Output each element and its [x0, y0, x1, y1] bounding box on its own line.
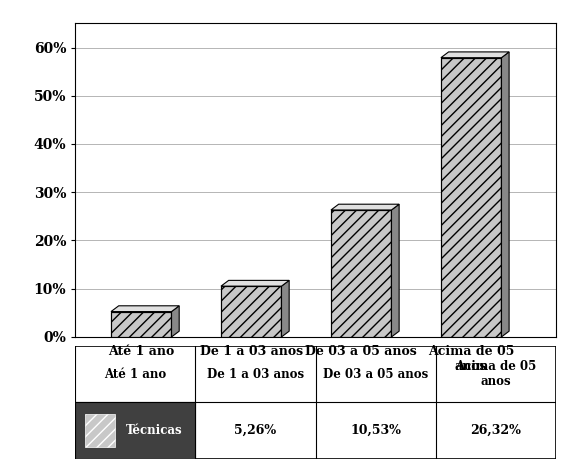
Polygon shape: [441, 52, 509, 58]
Bar: [75, 402, 196, 459]
Text: De 1 a 03 anos: De 1 a 03 anos: [207, 368, 304, 381]
Text: 26,32%: 26,32%: [470, 424, 521, 437]
Text: Técnicas: Técnicas: [126, 424, 182, 437]
Polygon shape: [221, 280, 289, 286]
Polygon shape: [331, 204, 399, 210]
Polygon shape: [501, 52, 509, 337]
FancyBboxPatch shape: [111, 312, 171, 337]
Text: De 03 a 05 anos: De 03 a 05 anos: [323, 368, 428, 381]
FancyBboxPatch shape: [331, 210, 391, 337]
Text: 5,26%: 5,26%: [234, 424, 277, 437]
FancyBboxPatch shape: [441, 58, 501, 337]
Polygon shape: [111, 306, 179, 312]
FancyBboxPatch shape: [221, 286, 281, 337]
Polygon shape: [281, 280, 289, 337]
Text: Até 1 ano: Até 1 ano: [104, 368, 167, 381]
Text: Acima de 05
anos: Acima de 05 anos: [455, 360, 536, 388]
Bar: [85, 414, 115, 447]
Polygon shape: [171, 306, 179, 337]
Polygon shape: [391, 204, 399, 337]
Text: 10,53%: 10,53%: [350, 424, 401, 437]
